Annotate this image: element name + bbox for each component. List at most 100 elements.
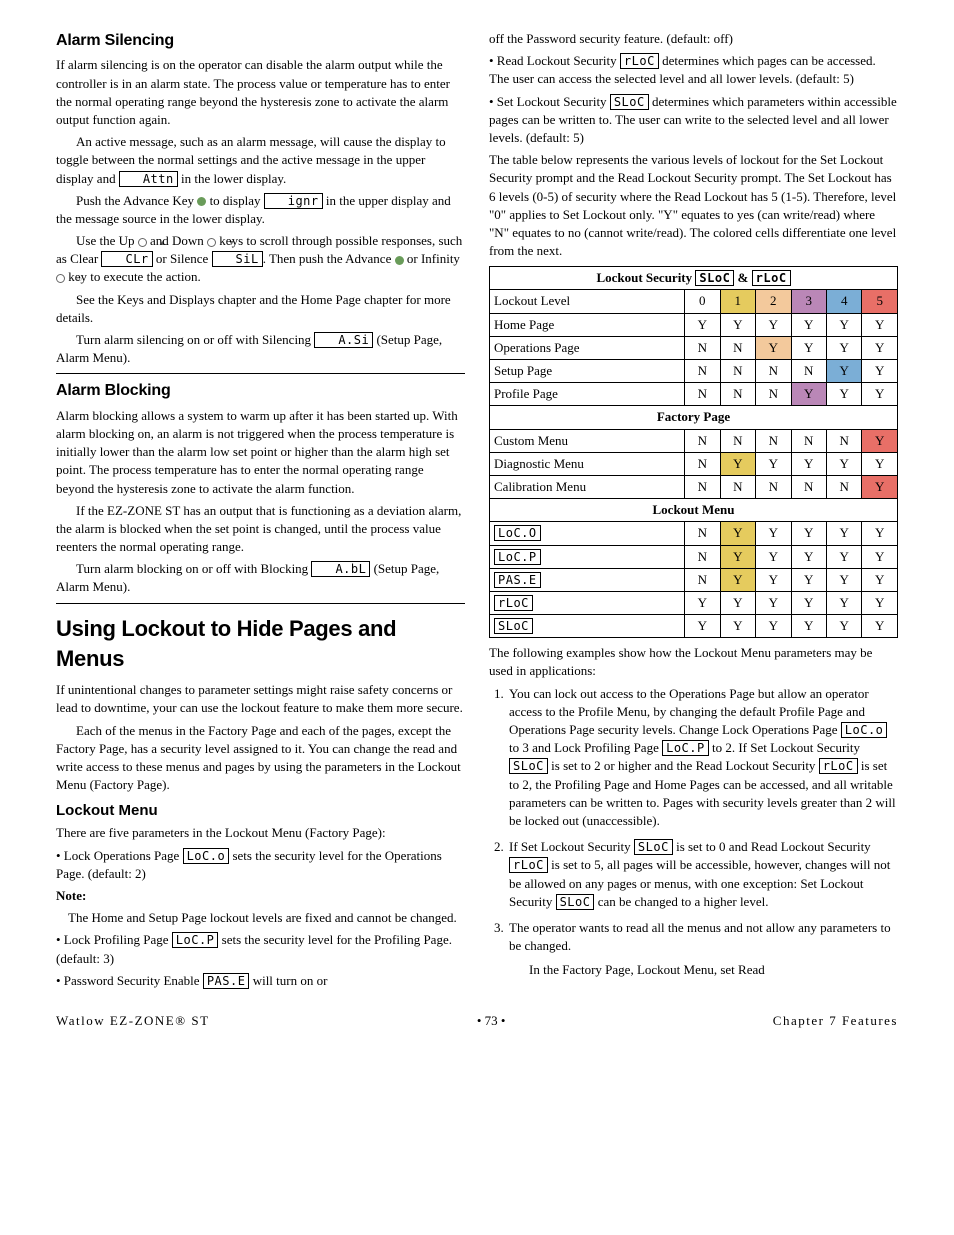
note-text: The Home and Setup Page lockout levels a…: [68, 909, 465, 927]
table-cell: N: [685, 522, 720, 545]
table-cell: Y: [720, 522, 755, 545]
footer-center: • 73 •: [477, 1012, 506, 1030]
table-cell: Y: [862, 313, 898, 336]
table-cell: N: [720, 360, 755, 383]
table-row: LoC.ONYYYYY: [490, 522, 898, 545]
table-cell: Y: [791, 522, 826, 545]
table-cell: Y: [826, 313, 861, 336]
table-cell: Y: [791, 615, 826, 638]
table-cell: Y: [826, 360, 861, 383]
table-cell: N: [756, 429, 791, 452]
table-cell: N: [685, 475, 720, 498]
table-cell: Y: [862, 591, 898, 614]
para: An active message, such as an alarm mess…: [56, 133, 465, 188]
table-row: rLoCYYYYYY: [490, 591, 898, 614]
table-row: Profile PageNNNYYY: [490, 383, 898, 406]
table-cell: Y: [756, 545, 791, 568]
section-lockout: Lockout Menu: [490, 499, 898, 522]
para: If unintentional changes to parameter se…: [56, 681, 465, 717]
seg-label: rLoC: [494, 595, 533, 611]
row-label: LoC.P: [490, 545, 685, 568]
left-column: Alarm Silencing If alarm silencing is on…: [56, 30, 465, 994]
table-cell: N: [720, 383, 755, 406]
table-cell: Y: [756, 336, 791, 359]
table-cell: Y: [862, 360, 898, 383]
bullet: • Password Security Enable PAS.E will tu…: [56, 972, 465, 990]
para: Alarm blocking allows a system to warm u…: [56, 407, 465, 498]
table-cell: N: [685, 383, 720, 406]
seg-ignr: ignr: [264, 193, 323, 209]
table-header-row: Lockout Level 0 1 2 3 4 5: [490, 290, 898, 313]
lockout-table: Lockout Security SLoC & rLoC Lockout Lev…: [489, 266, 898, 638]
table-cell: Y: [756, 522, 791, 545]
seg-loco: LoC.o: [841, 722, 888, 738]
para: Push the Advance Key to display ignr in …: [56, 192, 465, 228]
seg-rloc: rLoC: [509, 857, 548, 873]
seg-rloc: rLoC: [819, 758, 858, 774]
table-row: Operations PageNNYYYY: [490, 336, 898, 359]
heading-using-lockout: Using Lockout to Hide Pages and Menus: [56, 614, 465, 676]
table-cell: Y: [791, 568, 826, 591]
table-cell: Y: [862, 383, 898, 406]
footer-right: Chapter 7 Features: [773, 1012, 898, 1030]
note-label: Note:: [56, 887, 465, 905]
seg-locp: LoC.P: [172, 932, 219, 948]
row-label: Profile Page: [490, 383, 685, 406]
table-row: Setup PageNNNNYY: [490, 360, 898, 383]
seg-rloc: rLoC: [620, 53, 659, 69]
row-label: LoC.O: [490, 522, 685, 545]
page-footer: Watlow EZ-ZONE® ST • 73 • Chapter 7 Feat…: [56, 1012, 898, 1030]
table-cell: Y: [826, 336, 861, 359]
bullet: • Set Lockout Security SLoC determines w…: [489, 93, 898, 148]
advance-key-icon: [197, 197, 206, 206]
seg-asi: A.Si: [314, 332, 373, 348]
seg-label: PAS.E: [494, 572, 541, 588]
table-cell: N: [685, 545, 720, 568]
seg-sloc: SLoC: [610, 94, 649, 110]
header-label: Lockout Level: [490, 290, 685, 313]
para: The table below represents the various l…: [489, 151, 898, 260]
table-cell: Y: [826, 452, 861, 475]
table-cell: Y: [685, 591, 720, 614]
row-label: Operations Page: [490, 336, 685, 359]
row-label: rLoC: [490, 591, 685, 614]
table-cell: Y: [756, 615, 791, 638]
seg-sloc: SLoC: [509, 758, 548, 774]
footer-left: Watlow EZ-ZONE® ST: [56, 1012, 210, 1030]
table-cell: Y: [862, 568, 898, 591]
para: See the Keys and Displays chapter and th…: [56, 291, 465, 327]
seg-label: LoC.O: [494, 525, 541, 541]
table-cell: Y: [791, 591, 826, 614]
divider: [56, 603, 465, 604]
right-column: off the Password security feature. (defa…: [489, 30, 898, 994]
table-row: Home PageYYYYYY: [490, 313, 898, 336]
seg-rloc: rLoC: [752, 270, 791, 286]
table-cell: Y: [862, 429, 898, 452]
table-cell: N: [756, 475, 791, 498]
bullet: • Lock Operations Page LoC.o sets the se…: [56, 847, 465, 883]
row-label: PAS.E: [490, 568, 685, 591]
seg-attn: Attn: [119, 171, 178, 187]
bullet: • Read Lockout Security rLoC determines …: [489, 52, 898, 88]
table-cell: N: [720, 336, 755, 359]
table-row: SLoCYYYYYY: [490, 615, 898, 638]
bullet: • Lock Profiling Page LoC.P sets the sec…: [56, 931, 465, 967]
para: Turn alarm blocking on or off with Block…: [56, 560, 465, 596]
table-cell: N: [756, 383, 791, 406]
table-cell: Y: [685, 313, 720, 336]
row-label: Diagnostic Menu: [490, 452, 685, 475]
para: Use the Up ▲ and Down ▼ keys to scroll t…: [56, 232, 465, 287]
table-cell: Y: [791, 336, 826, 359]
table-cell: Y: [756, 313, 791, 336]
table-cell: Y: [862, 475, 898, 498]
table-cell: N: [685, 429, 720, 452]
para: Turn alarm silencing on or off with Sile…: [56, 331, 465, 367]
table-cell: Y: [862, 336, 898, 359]
table-cell: Y: [720, 452, 755, 475]
table-cell: N: [685, 360, 720, 383]
table-cell: Y: [862, 452, 898, 475]
table-row: Calibration MenuNNNNNY: [490, 475, 898, 498]
row-label: Calibration Menu: [490, 475, 685, 498]
para: In the Factory Page, Lockout Menu, set R…: [509, 961, 898, 979]
table-cell: Y: [826, 591, 861, 614]
